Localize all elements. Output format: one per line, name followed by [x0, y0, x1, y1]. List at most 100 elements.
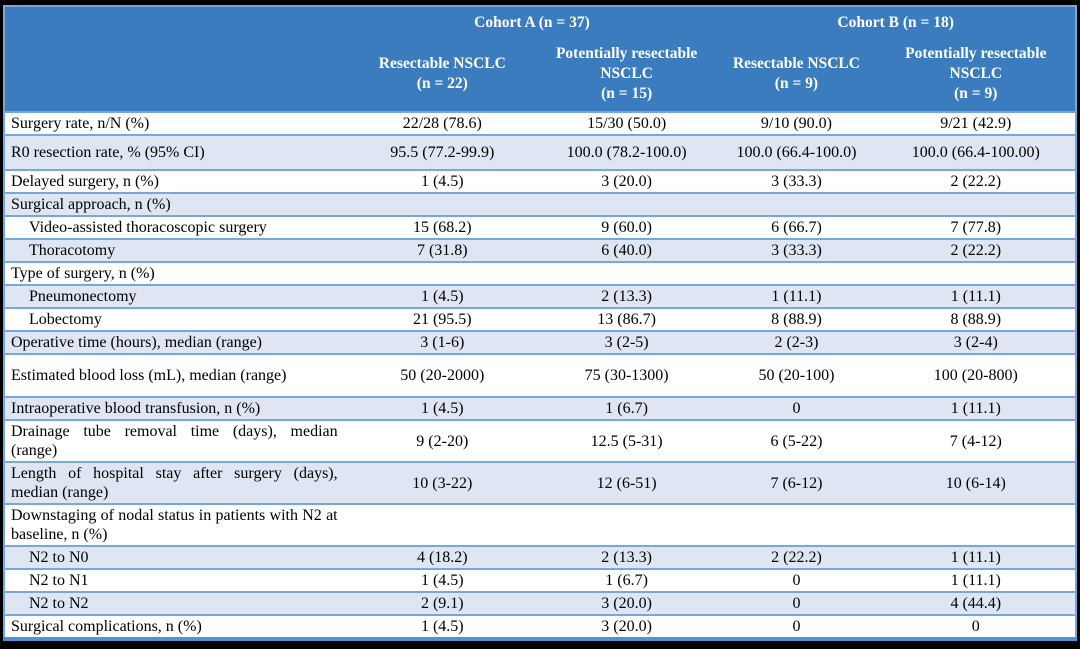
- cell-value: 1 (11.1): [876, 284, 1076, 308]
- cell-value: 50 (20-100): [716, 353, 877, 397]
- cell-value: 1 (4.5): [347, 568, 537, 592]
- row-label: N2 to N2: [4, 591, 348, 615]
- cell-value: 0: [716, 614, 877, 639]
- cell-value: 1 (11.1): [716, 284, 877, 308]
- cell-value: [716, 261, 877, 285]
- cell-value: 1 (4.5): [347, 169, 537, 193]
- cell-value: [347, 261, 537, 285]
- table-row: Delayed surgery, n (%) 1 (4.5) 3 (20.0) 3 (…: [4, 169, 1076, 193]
- cell-value: 15/30 (50.0): [536, 111, 717, 135]
- row-label: N2 to N0: [4, 545, 348, 569]
- table-body: Surgery rate, n/N (%) 22/28 (78.6) 15/30 (…: [4, 111, 1076, 639]
- cell-value: 3 (20.0): [536, 614, 717, 639]
- cell-value: 10 (6-14): [876, 461, 1076, 504]
- cell-value: 12.5 (5-31): [536, 419, 717, 462]
- row-label: Intraoperative blood transfusion, n (%): [4, 396, 348, 420]
- cell-value: 4 (18.2): [347, 545, 537, 569]
- table-row: Surgical complications, n (%) 1 (4.5) 3 (2…: [4, 614, 1076, 639]
- column-header-n: (n = 9): [774, 75, 819, 92]
- column-header-n: (n = 15): [601, 85, 653, 102]
- cell-value: 10 (3-22): [347, 461, 537, 504]
- cell-value: 2 (22.2): [876, 169, 1076, 193]
- column-header-n: (n = 22): [416, 75, 468, 92]
- cell-value: 3 (20.0): [536, 169, 717, 193]
- column-header-n: (n = 9): [954, 85, 998, 102]
- cell-value: [536, 503, 717, 546]
- table-row: Surgery rate, n/N (%) 22/28 (78.6) 15/30 (…: [4, 111, 1076, 135]
- cell-value: 1 (6.7): [536, 568, 717, 592]
- table-row: N2 to N0 4 (18.2) 2 (13.3) 2 (22.2) 1 (11.1): [4, 545, 1076, 569]
- cell-value: 1 (4.5): [347, 396, 537, 420]
- cell-value: 7 (6-12): [716, 461, 877, 504]
- cell-value: 21 (95.5): [347, 307, 537, 331]
- row-label: Downstaging of nodal status in patients …: [4, 503, 348, 546]
- cell-value: 9/21 (42.9): [876, 111, 1076, 135]
- cell-value: 7 (31.8): [347, 238, 537, 262]
- cell-value: 2 (13.3): [536, 545, 717, 569]
- table-row: Drainage tube removal time (days), media…: [4, 419, 1076, 462]
- cell-value: 3 (1-6): [347, 330, 537, 354]
- cell-value: 8 (88.9): [876, 307, 1076, 331]
- row-label: R0 resection rate, % (95% CI): [4, 134, 348, 170]
- cell-value: 2 (2-3): [716, 330, 877, 354]
- column-header-label: Potentially resectable NSCLC: [905, 45, 1047, 82]
- row-label: Surgical complications, n (%): [4, 614, 348, 639]
- cell-value: 2 (13.3): [536, 284, 717, 308]
- column-header-potentially-resectable-a: Potentially resectable NSCLC (n = 15): [536, 37, 717, 112]
- cell-value: 12 (6-51): [536, 461, 717, 504]
- cell-value: [536, 192, 717, 216]
- table-row: Length of hospital stay after surgery (d…: [4, 461, 1076, 504]
- cell-value: 95.5 (77.2-99.9): [347, 134, 537, 170]
- cell-value: 2 (9.1): [347, 591, 537, 615]
- row-label: N2 to N1: [4, 568, 348, 592]
- cell-value: 100.0 (78.2-100.0): [536, 134, 717, 170]
- cell-value: [716, 192, 877, 216]
- row-label: Surgery rate, n/N (%): [4, 111, 348, 135]
- cell-value: 6 (5-22): [716, 419, 877, 462]
- column-header-resectable-a: Resectable NSCLC (n = 22): [347, 37, 537, 112]
- cell-value: [536, 261, 717, 285]
- cell-value: 1 (6.7): [536, 396, 717, 420]
- cell-value: 3 (2-4): [876, 330, 1076, 354]
- cell-value: 6 (66.7): [716, 215, 877, 239]
- cell-value: [716, 503, 877, 546]
- table-row: N2 to N2 2 (9.1) 3 (20.0) 0 4 (44.4): [4, 591, 1076, 615]
- row-label: Delayed surgery, n (%): [4, 169, 348, 193]
- cell-value: 1 (11.1): [876, 545, 1076, 569]
- cell-value: [347, 192, 537, 216]
- cell-value: 2 (22.2): [876, 238, 1076, 262]
- cell-value: 4 (44.4): [876, 591, 1076, 615]
- cell-value: 13 (86.7): [536, 307, 717, 331]
- cell-value: 7 (77.8): [876, 215, 1076, 239]
- cell-value: 0: [716, 568, 877, 592]
- cell-value: 1 (11.1): [876, 396, 1076, 420]
- table-row: Operative time (hours), median (range) 3 …: [4, 330, 1076, 354]
- cell-value: 1 (4.5): [347, 614, 537, 639]
- cell-value: 75 (30-1300): [536, 353, 717, 397]
- cell-value: 0: [716, 396, 877, 420]
- row-label: Length of hospital stay after surgery (d…: [4, 461, 348, 504]
- cell-value: 22/28 (78.6): [347, 111, 537, 135]
- cell-value: 0: [716, 591, 877, 615]
- cell-value: 9 (60.0): [536, 215, 717, 239]
- row-label: Estimated blood loss (mL), median (range…: [4, 353, 348, 397]
- cohort-a-header: Cohort A (n = 37): [347, 6, 717, 37]
- cell-value: 3 (20.0): [536, 591, 717, 615]
- cell-value: 7 (4-12): [876, 419, 1076, 462]
- row-label: Operative time (hours), median (range): [4, 330, 348, 354]
- column-header-label: Potentially resectable NSCLC: [555, 45, 698, 82]
- cell-value: 100.0 (66.4-100.00): [876, 134, 1076, 170]
- row-label: Lobectomy: [4, 307, 348, 331]
- table-row: Lobectomy 21 (95.5) 13 (86.7) 8 (88.9) 8 (88…: [4, 307, 1076, 331]
- section-row: Type of surgery, n (%): [4, 261, 1076, 285]
- table-header: Cohort A (n = 37) Cohort B (n = 18) Rese…: [4, 6, 1076, 112]
- section-row: Surgical approach, n (%): [4, 192, 1076, 216]
- cell-value: 100.0 (66.4-100.0): [716, 134, 877, 170]
- surgery-outcomes-table: Cohort A (n = 37) Cohort B (n = 18) Rese…: [3, 5, 1077, 641]
- cell-value: [876, 503, 1076, 546]
- cell-value: 3 (2-5): [536, 330, 717, 354]
- table-row: Pneumonectomy 1 (4.5) 2 (13.3) 1 (11.1) 1 (1…: [4, 284, 1076, 308]
- cell-value: 1 (11.1): [876, 568, 1076, 592]
- cell-value: 15 (68.2): [347, 215, 537, 239]
